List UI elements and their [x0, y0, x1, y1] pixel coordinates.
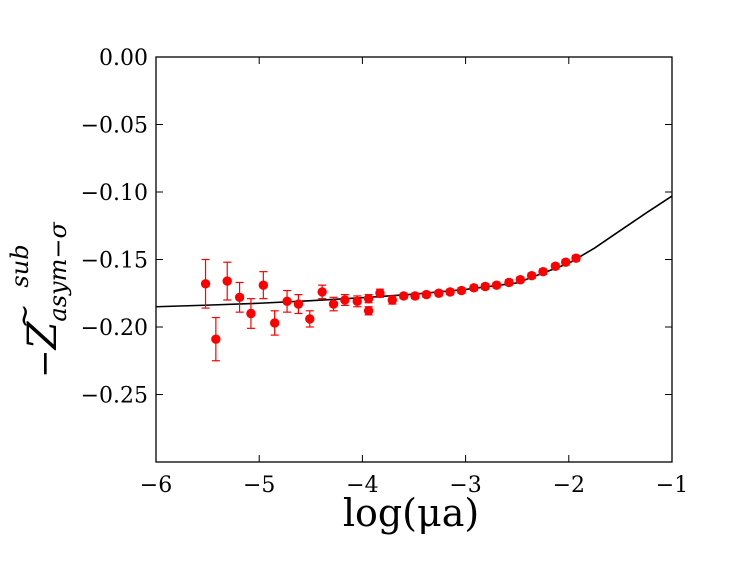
data-point-17 [387, 295, 398, 305]
data-point-8 [293, 294, 304, 315]
data-point-3 [234, 281, 245, 313]
y-axis-title-superscript: sub [6, 244, 34, 287]
y-tick-label: −0.15 [81, 249, 148, 274]
y-tick-label: −0.20 [81, 316, 148, 341]
y-axis-title-main: Z [20, 320, 66, 351]
data-marker [571, 253, 581, 263]
data-marker [550, 261, 561, 271]
data-point-9 [305, 310, 315, 328]
x-tick-label: −3 [449, 473, 481, 498]
data-marker [491, 280, 502, 290]
data-marker [480, 281, 490, 292]
y-axis-title-subscript: asym−σ [44, 222, 72, 322]
data-point-1 [211, 316, 221, 362]
data-point-29 [526, 271, 537, 281]
x-axis-title: log(μa) [343, 491, 479, 535]
data-point-16 [375, 288, 385, 298]
data-point-2 [222, 261, 232, 301]
data-point-31 [550, 261, 561, 271]
x-tick-label: −5 [243, 473, 275, 498]
data-marker [222, 276, 232, 286]
data-point-32 [561, 257, 571, 267]
y-axis-title-prefix: − [25, 349, 65, 378]
data-marker [317, 287, 327, 297]
data-marker [246, 308, 256, 319]
data-marker [282, 296, 292, 307]
data-marker [456, 285, 467, 296]
data-marker [363, 293, 374, 304]
data-point-22 [445, 287, 455, 297]
x-tick-label: −1 [656, 473, 688, 498]
data-point-13 [352, 295, 362, 308]
data-point-27 [504, 277, 514, 288]
data-point-21 [434, 288, 444, 298]
data-point-7 [282, 289, 292, 313]
data-marker [211, 334, 221, 344]
data-point-0 [200, 258, 211, 309]
data-marker [363, 306, 374, 316]
y-tick-label: −0.05 [81, 114, 148, 139]
x-tick-label: −4 [346, 473, 378, 498]
y-tick-label: −0.25 [81, 384, 148, 409]
data-marker [434, 288, 444, 298]
data-point-6 [269, 310, 280, 336]
y-tick-label: −0.10 [81, 181, 148, 206]
data-marker [421, 289, 432, 300]
data-point-10 [317, 284, 327, 300]
y-axis-title-accent: ~ [7, 303, 42, 328]
data-point-25 [480, 281, 490, 292]
data-marker [258, 280, 269, 290]
data-point-18 [398, 291, 409, 301]
svg-text:−Zasym−σ: −Zasym−σ [20, 222, 72, 378]
data-point-26 [491, 280, 502, 290]
plot-background [156, 57, 672, 462]
data-marker [200, 279, 211, 289]
data-point-19 [410, 291, 420, 301]
data-marker [375, 288, 385, 298]
data-point-28 [515, 275, 525, 285]
data-marker [538, 266, 548, 277]
data-marker [561, 257, 571, 267]
data-point-20 [421, 289, 432, 300]
data-marker [410, 291, 420, 301]
y-axis-title: −Zasym−σ sub ~ [6, 222, 72, 378]
data-point-15 [363, 306, 374, 316]
data-marker [293, 299, 304, 309]
data-point-5 [258, 271, 269, 300]
x-tick-label: −6 [140, 473, 172, 498]
data-marker [398, 291, 409, 301]
data-marker [234, 292, 245, 302]
plot-area [155, 57, 673, 462]
data-marker [305, 314, 315, 324]
data-point-24 [469, 283, 479, 293]
x-tick-label: −2 [553, 473, 585, 498]
data-point-30 [538, 266, 548, 277]
data-marker [352, 296, 362, 307]
data-point-33 [571, 253, 581, 263]
data-point-23 [456, 285, 467, 296]
data-point-11 [328, 296, 339, 312]
data-marker [526, 271, 537, 281]
data-marker [387, 295, 398, 305]
data-marker [469, 283, 479, 293]
y-tick-label: 0.00 [99, 46, 148, 71]
data-marker [504, 277, 514, 288]
data-point-12 [340, 294, 350, 306]
data-marker [515, 275, 525, 285]
data-point-4 [246, 298, 256, 329]
data-marker [328, 299, 339, 309]
data-marker [445, 287, 455, 297]
data-marker [340, 295, 350, 305]
data-marker [269, 318, 280, 328]
data-point-14 [363, 293, 374, 304]
